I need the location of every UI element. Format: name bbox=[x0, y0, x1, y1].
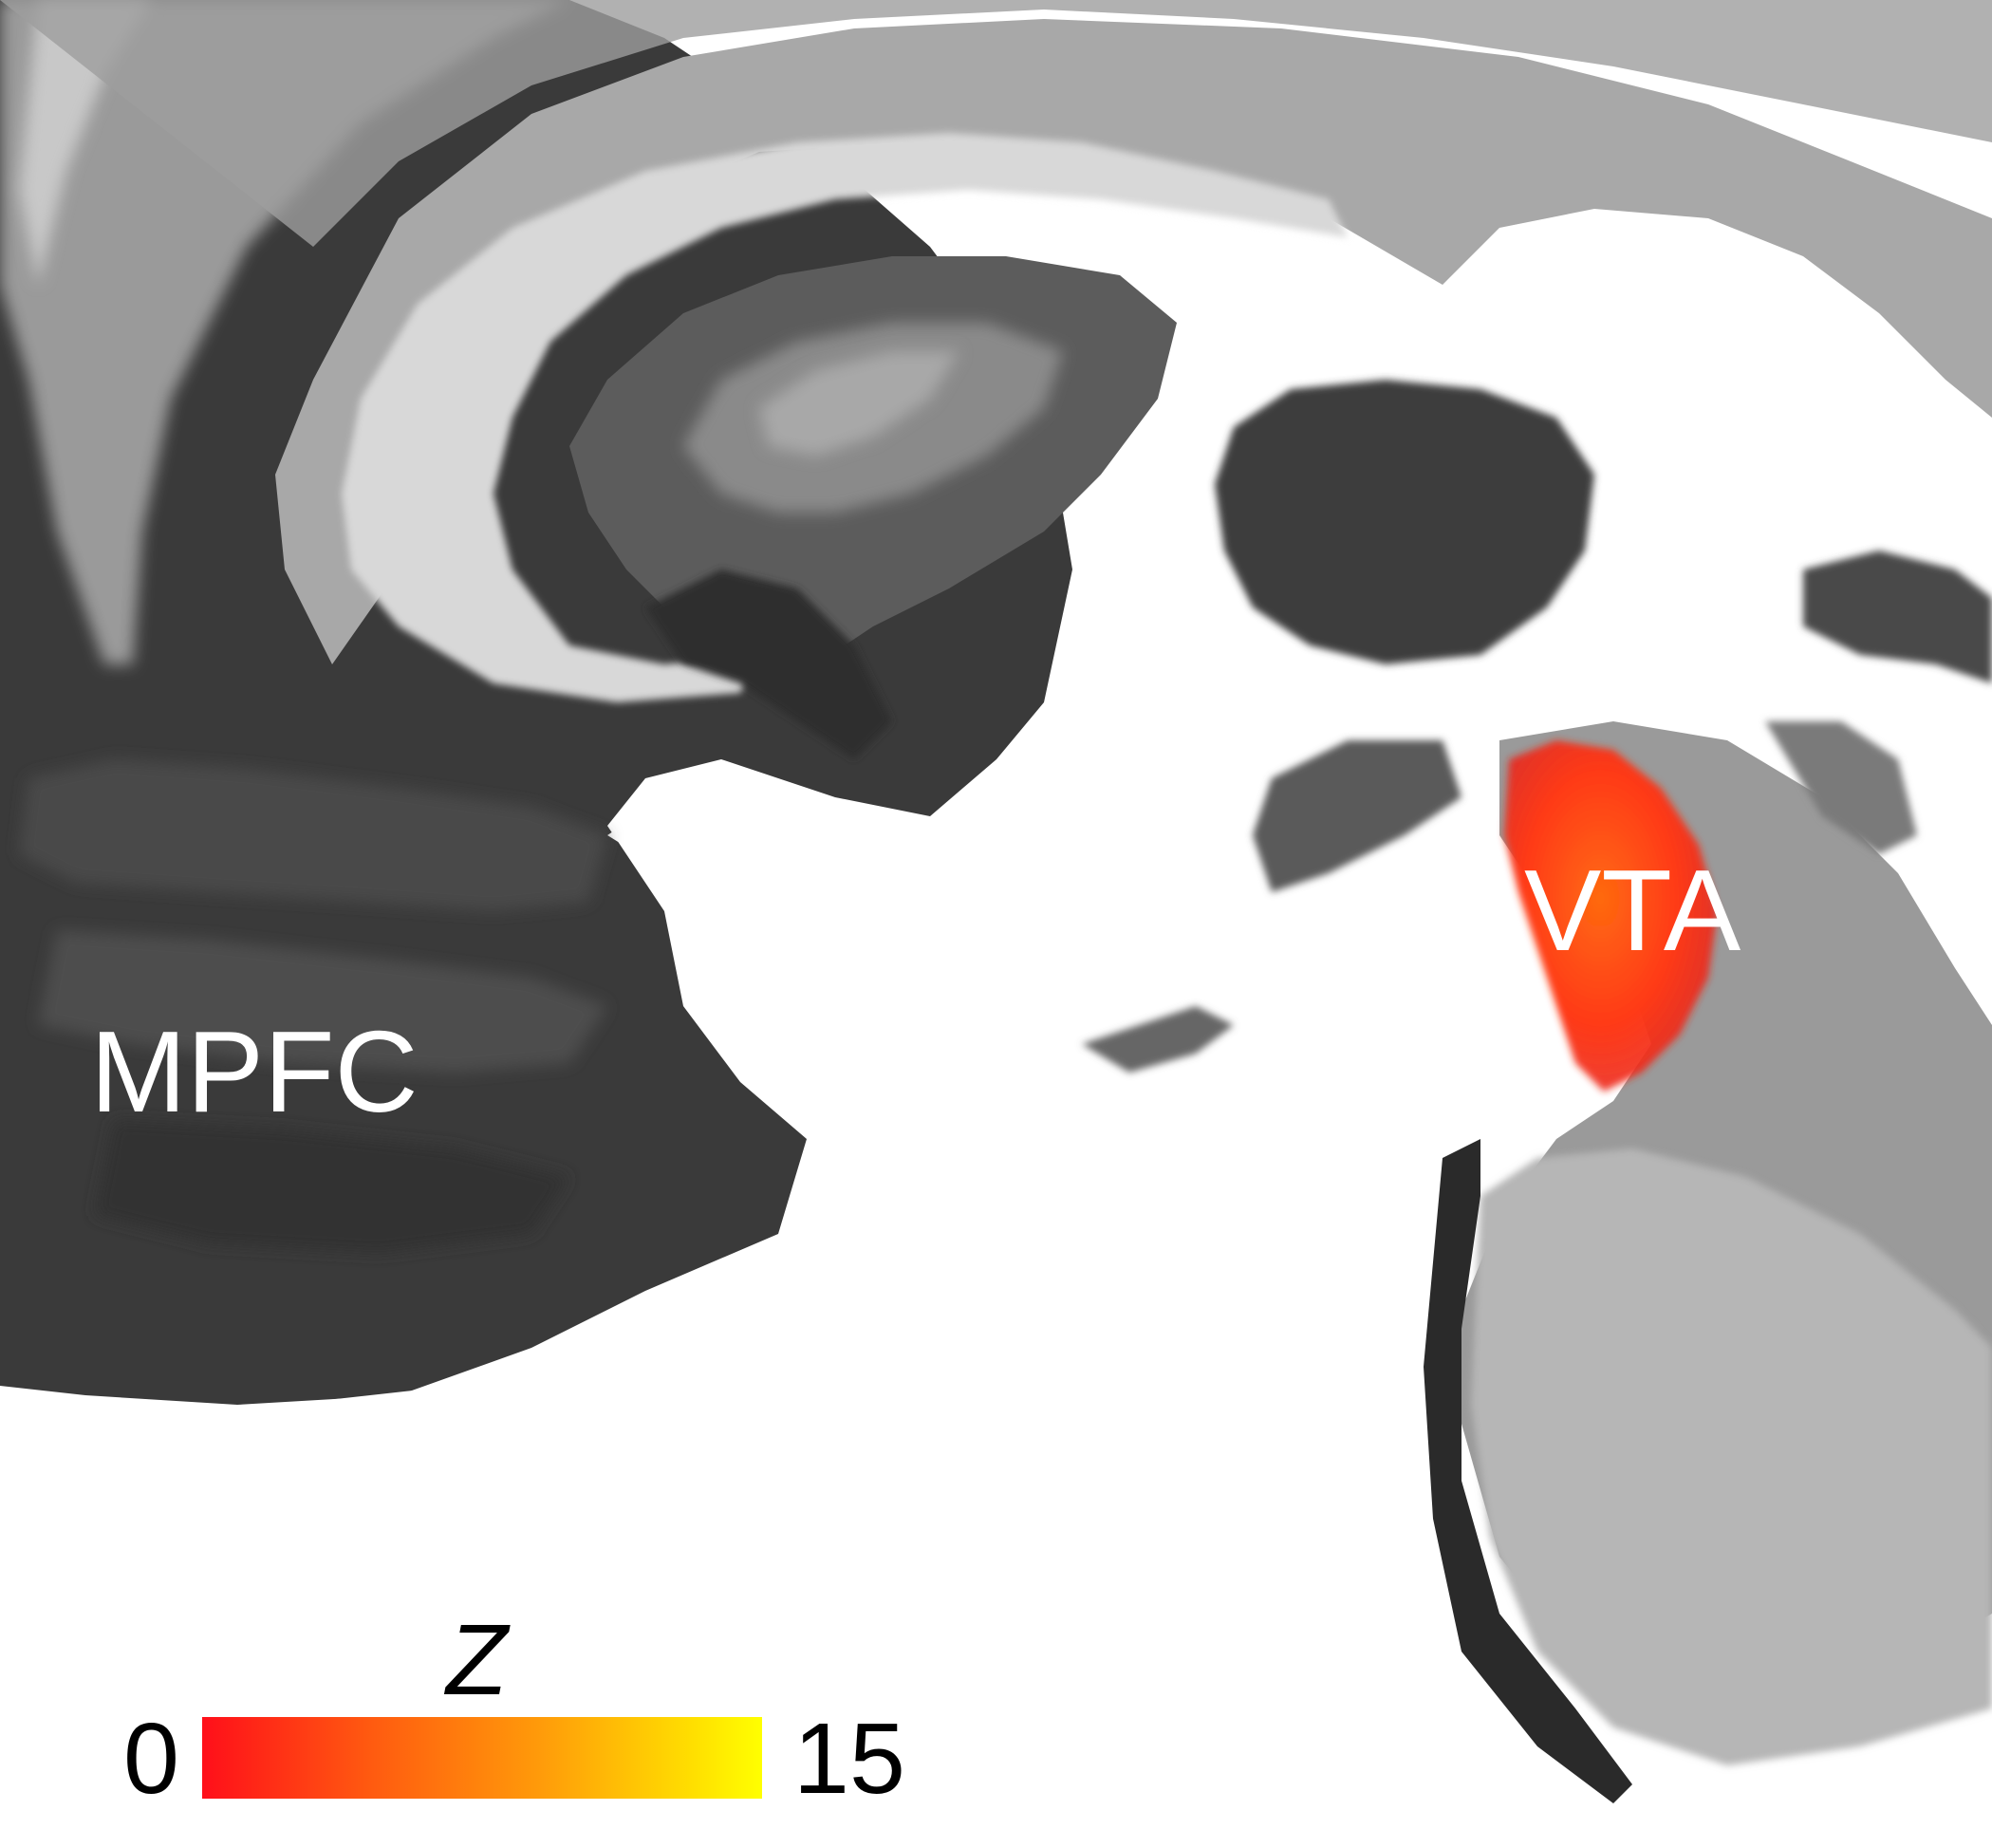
vta-activation bbox=[1504, 740, 1718, 1092]
cortex-band-outer bbox=[0, 0, 569, 664]
colorbar-min-label: 0 bbox=[123, 1703, 179, 1815]
corpus-callosum bbox=[342, 133, 1348, 702]
cerebellum-region bbox=[1471, 1148, 1992, 1765]
colorbar bbox=[202, 1717, 762, 1799]
region-label-mpfc: MPFC bbox=[90, 1007, 419, 1136]
colorbar-title: Z bbox=[446, 1604, 508, 1716]
region-label-vta: VTA bbox=[1524, 846, 1741, 975]
csf-central bbox=[0, 569, 1992, 1848]
thalamus bbox=[1215, 380, 1594, 664]
callosal-band bbox=[275, 19, 1992, 664]
colorbar-max-label: 15 bbox=[793, 1703, 905, 1815]
